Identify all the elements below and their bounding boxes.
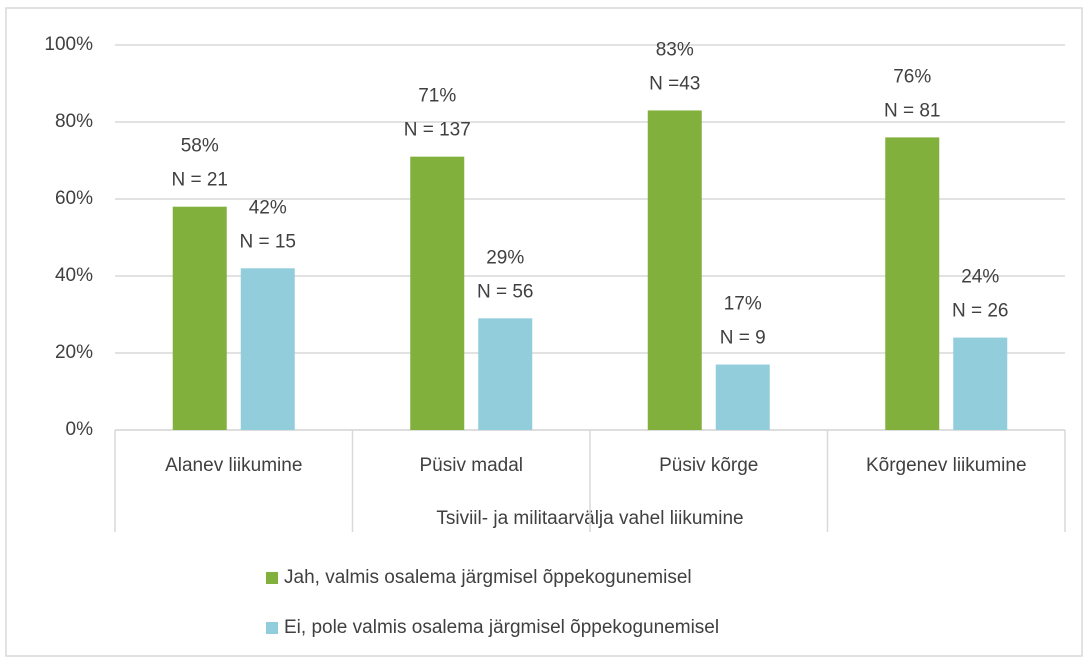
value-label: 29% [486,247,524,268]
n-label: N = 26 [952,301,1009,322]
y-tick-label: 40% [55,265,93,286]
value-label: 83% [656,39,694,60]
bar [885,137,940,430]
legend-label: Jah, valmis osalema järgmisel õppekogune… [284,567,692,588]
y-tick-label: 100% [44,34,93,55]
bar [715,364,770,430]
legend-label: Ei, pole valmis osalema järgmisel õppeko… [284,617,719,638]
bar [953,337,1008,430]
n-label: N =43 [649,73,700,94]
bar [410,156,465,430]
legend-swatch [266,622,278,634]
y-tick-label: 0% [66,419,94,440]
x-tick-label: Püsiv kõrge [659,455,758,476]
n-label: N = 21 [171,170,228,191]
value-label: 24% [961,267,999,288]
y-tick-label: 60% [55,188,93,209]
value-label: 71% [418,86,456,107]
n-label: N = 81 [884,100,941,121]
x-tick-label: Kõrgenev liikumine [866,455,1027,476]
x-tick-label: Alanev liikumine [165,455,302,476]
value-label: 76% [893,66,931,87]
n-label: N = 56 [477,281,534,302]
bar [172,206,227,430]
legend-swatch [266,572,278,584]
y-tick-label: 80% [55,111,93,132]
bar [240,268,295,430]
n-label: N = 137 [404,120,471,141]
x-tick-label: Püsiv madal [420,455,524,476]
bar [647,110,702,430]
value-label: 42% [249,197,287,218]
value-label: 58% [181,136,219,157]
bar [478,318,533,430]
n-label: N = 15 [239,231,296,252]
y-tick-label: 20% [55,342,93,363]
n-label: N = 9 [720,328,766,349]
value-label: 17% [724,294,762,315]
